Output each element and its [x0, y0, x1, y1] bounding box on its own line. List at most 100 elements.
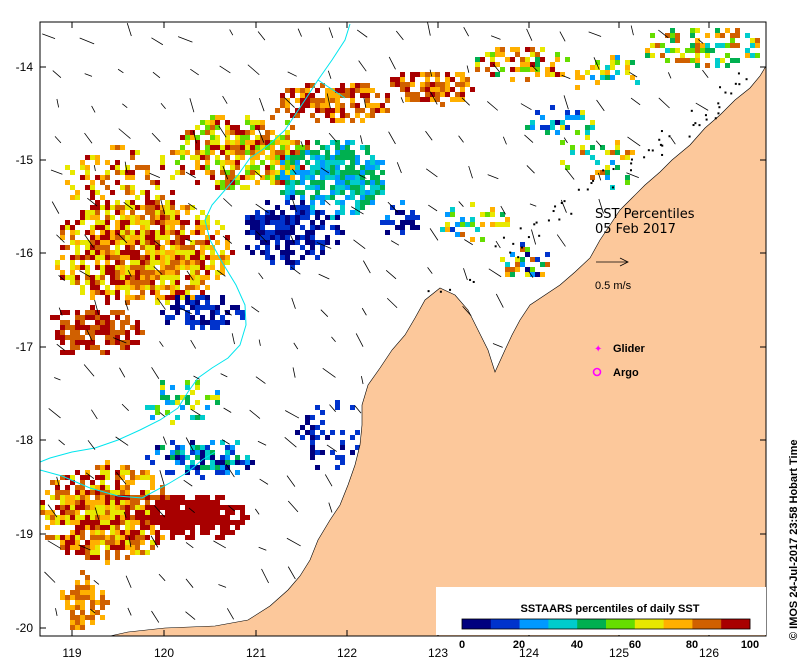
sst-cell: [190, 155, 195, 160]
sst-cell: [55, 490, 60, 495]
sst-cell: [100, 275, 105, 280]
current-vector: [254, 170, 263, 178]
current-vector: [425, 130, 433, 141]
sst-cell: [195, 320, 200, 325]
sst-cell: [445, 87, 450, 92]
sst-cell: [130, 505, 135, 510]
sst-cell: [305, 150, 310, 155]
sst-cell: [715, 28, 720, 33]
sst-cell: [310, 150, 315, 155]
sst-cell: [120, 535, 125, 540]
sst-cell: [520, 247, 525, 252]
sst-cell: [300, 180, 305, 185]
current-vector: [222, 165, 229, 180]
sst-cell: [175, 230, 180, 235]
sst-cell: [220, 315, 225, 320]
sst-cell: [625, 180, 630, 185]
sst-cell: [45, 525, 50, 530]
sst-cell: [110, 190, 115, 195]
colorbar-title: SSTAARS percentiles of daily SST: [521, 603, 700, 615]
sst-cell: [100, 495, 105, 500]
sst-cell: [235, 165, 240, 170]
current-vector: [528, 270, 534, 278]
sst-cell: [605, 65, 610, 70]
sst-cell: [135, 475, 140, 480]
sst-cell: [155, 185, 160, 190]
current-vector: [291, 297, 296, 309]
sst-cell: [235, 145, 240, 150]
sst-cell: [350, 83, 355, 88]
sst-cell: [115, 485, 120, 490]
sst-cell: [310, 103, 315, 108]
sst-cell: [285, 155, 290, 160]
sst-cell: [115, 490, 120, 495]
sst-cell: [125, 540, 130, 545]
sst-cell: [750, 38, 755, 43]
sst-cell: [300, 210, 305, 215]
current-vector: [123, 511, 127, 518]
sst-cell: [190, 440, 195, 445]
coast-island: [427, 290, 430, 293]
coast-island: [517, 256, 520, 259]
sst-cell: [170, 530, 175, 535]
sst-cell: [140, 260, 145, 265]
sst-cell: [405, 215, 410, 220]
sst-cell: [290, 260, 295, 265]
sst-cell: [195, 295, 200, 300]
sst-cell: [210, 455, 215, 460]
sst-cell: [450, 212, 455, 217]
sst-cell: [70, 185, 75, 190]
sst-cell: [100, 600, 105, 605]
sst-cell: [90, 180, 95, 185]
sst-cell: [85, 185, 90, 190]
sst-cell: [290, 215, 295, 220]
sst-cell: [735, 43, 740, 48]
sst-cell: [145, 285, 150, 290]
sst-cell: [130, 515, 135, 520]
current-vector: [159, 341, 164, 347]
sst-cell: [755, 43, 760, 48]
current-vector: [257, 31, 266, 41]
current-vector: [630, 97, 641, 106]
current-vector: [116, 471, 127, 485]
sst-cell: [180, 265, 185, 270]
sst-cell: [390, 77, 395, 82]
sst-cell: [315, 450, 320, 455]
sst-cell: [170, 470, 175, 475]
sst-cell: [310, 415, 315, 420]
sst-cell: [290, 160, 295, 165]
sst-cell: [360, 88, 365, 93]
sst-cell: [215, 120, 220, 125]
sst-cell: [180, 510, 185, 515]
sst-cell: [340, 150, 345, 155]
current-vector: [598, 198, 604, 214]
sst-cell: [115, 230, 120, 235]
sst-cell: [555, 57, 560, 62]
sst-cell: [165, 225, 170, 230]
sst-cell: [130, 550, 135, 555]
sst-cell: [95, 220, 100, 225]
sst-cell: [220, 455, 225, 460]
sst-cell: [215, 155, 220, 160]
sst-cell: [360, 180, 365, 185]
sst-cell: [125, 470, 130, 475]
map-frame: [39, 21, 767, 637]
sst-cell: [45, 510, 50, 515]
current-vector: [216, 269, 226, 277]
sst-cell: [60, 490, 65, 495]
sst-cell: [190, 520, 195, 525]
sst-cell: [445, 82, 450, 87]
sst-cell: [95, 510, 100, 515]
sst-cell: [380, 103, 385, 108]
current-vector: [353, 239, 366, 250]
sst-cell: [95, 190, 100, 195]
current-vector: [287, 71, 297, 77]
sst-cell: [145, 190, 150, 195]
sst-cell: [190, 135, 195, 140]
current-vector: [388, 56, 396, 70]
sst-cell: [325, 145, 330, 150]
sst-cell: [155, 505, 160, 510]
sst-cell: [325, 150, 330, 155]
sst-cell: [170, 495, 175, 500]
sst-cell: [120, 205, 125, 210]
